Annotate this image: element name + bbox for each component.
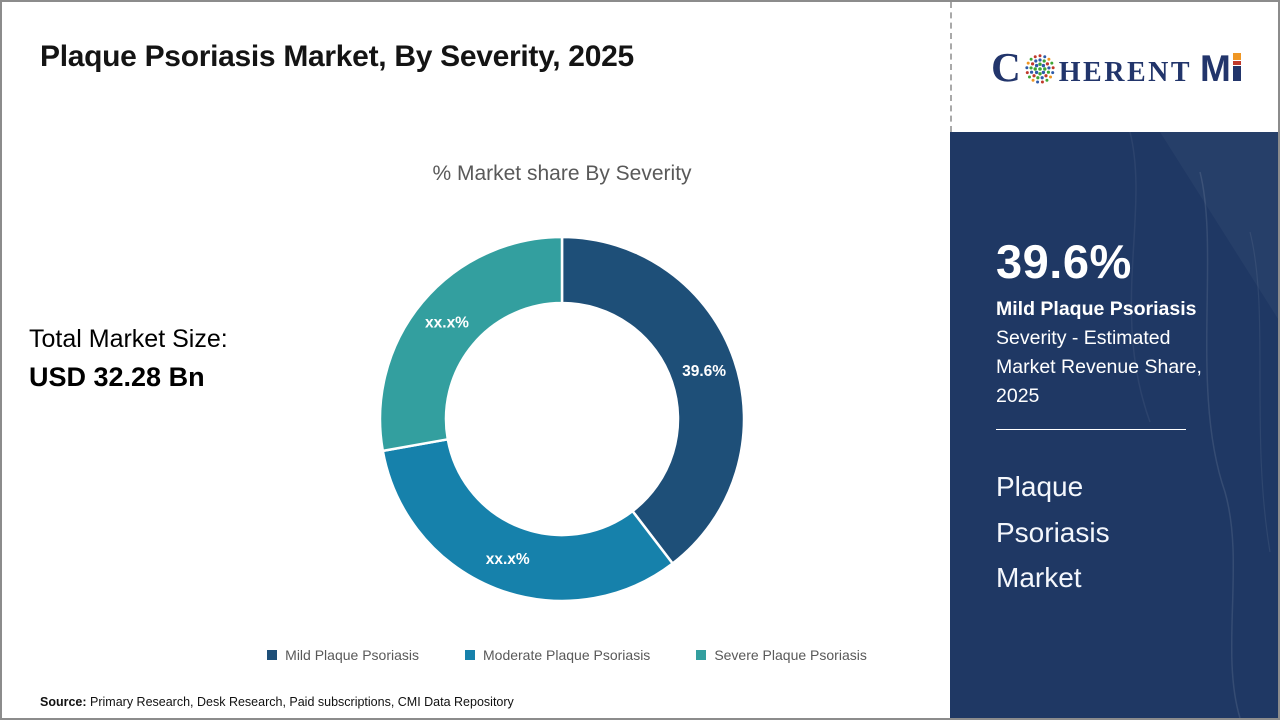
globe-dot	[1029, 57, 1033, 61]
donut-segment-label: 39.6%	[682, 363, 726, 380]
logo-letter-m: M	[1200, 47, 1231, 89]
logo-i-stem	[1232, 65, 1241, 81]
map-texture	[1129, 132, 1271, 718]
stat-desc-line-1: Severity - Estimated	[996, 327, 1171, 349]
source-label: Source:	[40, 695, 87, 709]
globe-dot	[1051, 66, 1055, 70]
globe-dot	[1045, 78, 1049, 82]
chart-area: Plaque Psoriasis Market, By Severity, 20…	[2, 2, 950, 718]
globe-dot	[1037, 67, 1042, 71]
legend-item-mild: Mild Plaque Psoriasis	[267, 647, 419, 663]
globe-dot	[1050, 71, 1054, 75]
globe-dot	[1036, 76, 1040, 80]
logo-letters-herent: HERENT	[1058, 56, 1193, 88]
donut-segment-label: xx.x%	[425, 315, 469, 332]
legend-label-moderate: Moderate Plaque Psoriasis	[483, 647, 651, 663]
globe-dot	[1041, 63, 1045, 68]
globe-dot	[1034, 63, 1039, 68]
globe-dot	[1025, 71, 1029, 75]
globe-dot	[1029, 66, 1033, 70]
globe-dot	[1045, 62, 1049, 66]
globe-dot	[1047, 57, 1051, 61]
total-market-size-value: USD 32.28 Bn	[29, 362, 205, 392]
legend-label-mild: Mild Plaque Psoriasis	[285, 647, 419, 663]
globe-dot	[1042, 67, 1047, 71]
legend-swatch-moderate	[465, 650, 475, 660]
globe-dot	[1032, 74, 1036, 78]
legend-item-moderate: Moderate Plaque Psoriasis	[465, 647, 650, 663]
total-market-size-block: Total Market Size: USD 32.28 Bn	[29, 325, 228, 393]
globe-dot	[1038, 72, 1042, 76]
logo-letter-c: C	[991, 43, 1021, 90]
globe-dot	[1038, 62, 1042, 66]
market-name: Plaque Psoriasis Market	[996, 464, 1250, 601]
legend-swatch-mild	[267, 650, 278, 660]
market-name-line-3: Market	[996, 562, 1082, 593]
stat-value: 39.6%	[996, 235, 1132, 288]
globe-dot	[1046, 70, 1050, 74]
globe-dot	[1034, 70, 1039, 75]
globe-dot	[1041, 70, 1045, 75]
globe-dot	[1048, 75, 1052, 79]
market-name-line-1: Plaque	[996, 471, 1084, 502]
legend-swatch-severe	[696, 650, 707, 660]
highlight-sidebar: 39.6% Mild Plaque Psoriasis Severity - E…	[950, 132, 1278, 718]
source-text: Primary Research, Desk Research, Paid su…	[86, 695, 514, 709]
globe-dot	[1027, 75, 1031, 79]
globe-dot	[1033, 59, 1038, 63]
globe-dot	[1030, 62, 1034, 66]
logo-i-red-dot	[1232, 60, 1241, 65]
sidebar-content: 39.6% Mild Plaque Psoriasis Severity - E…	[950, 235, 1278, 601]
stat-desc-line-3: 2025	[996, 385, 1040, 407]
globe-dot	[1047, 66, 1051, 70]
globe-dot	[1042, 59, 1046, 63]
chart-title: % Market share By Severity	[432, 162, 692, 185]
globe-dot	[1033, 55, 1037, 59]
globe-dot	[1038, 54, 1042, 58]
globe-dot	[1043, 55, 1047, 59]
globe-dot	[1040, 80, 1044, 84]
stat-segment-name: Mild Plaque Psoriasis	[996, 298, 1197, 320]
stat-desc-line-2: Market Revenue Share,	[996, 356, 1202, 378]
globe-dot	[1035, 80, 1039, 84]
globe-dots-icon	[1025, 54, 1055, 84]
logo-box: C HERENT M	[950, 2, 1278, 132]
donut-chart-svg: 39.6% xx.x% xx.x%	[378, 235, 746, 603]
coherent-mi-logo: C HERENT M	[991, 43, 1241, 90]
donut-segment	[378, 235, 564, 453]
globe-dot	[1026, 61, 1030, 65]
globe-dot	[1050, 61, 1054, 65]
globe-dot	[1040, 76, 1044, 80]
market-name-line-2: Psoriasis	[996, 516, 1110, 548]
divider-rule	[996, 429, 1186, 430]
donut-segment	[560, 235, 746, 565]
logo-i-orange-cap	[1232, 52, 1241, 60]
donut-chart: 39.6% xx.x% xx.x%	[370, 227, 754, 611]
source-line: Source: Primary Research, Desk Research,…	[40, 695, 514, 709]
donut-segment-label: xx.x%	[486, 551, 530, 568]
globe-dot	[1029, 70, 1033, 74]
page-title: Plaque Psoriasis Market, By Severity, 20…	[40, 40, 634, 73]
total-market-size-label: Total Market Size:	[29, 325, 228, 353]
donut-segment	[381, 438, 674, 603]
legend-label-severe: Severe Plaque Psoriasis	[714, 647, 867, 663]
globe-dot	[1038, 58, 1042, 62]
globe-dot	[1044, 74, 1048, 78]
globe-dot	[1031, 78, 1035, 82]
globe-dot	[1033, 67, 1037, 71]
logo-letter-i-mark	[1232, 52, 1241, 81]
globe-dot	[1025, 66, 1029, 70]
chart-legend: Mild Plaque Psoriasis Moderate Plaque Ps…	[142, 647, 992, 663]
legend-item-severe: Severe Plaque Psoriasis	[696, 647, 867, 663]
